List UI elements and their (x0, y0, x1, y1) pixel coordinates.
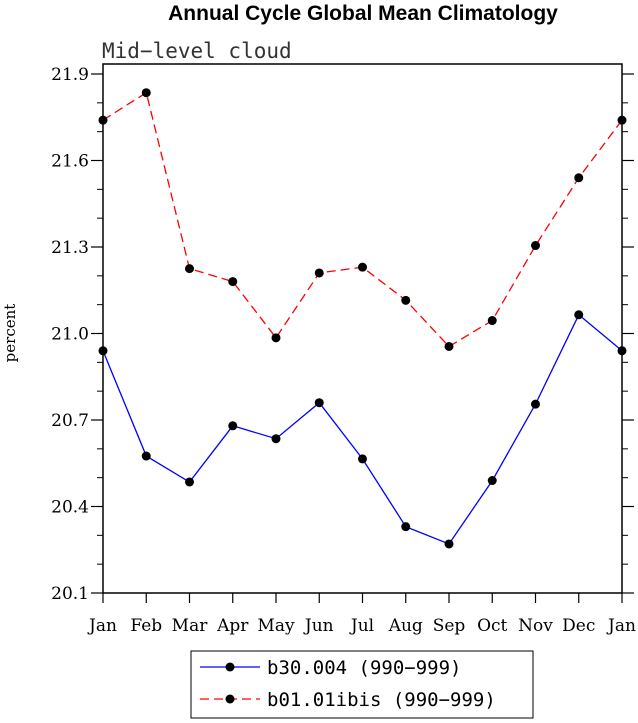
x-tick-label: Mar (172, 616, 209, 636)
y-tick-label: 20.1 (51, 584, 89, 604)
series-1-point (358, 262, 367, 272)
y-axis: 20.1 20.4 20.7 21.0 21.3 21.6 21.9 (51, 65, 634, 604)
series-0-point (314, 398, 324, 408)
series-0-point (531, 399, 540, 409)
y-tick-label: 21.9 (51, 65, 89, 85)
x-tick-label: Sep (433, 616, 466, 636)
x-tick-label: Aug (388, 616, 423, 636)
series-1-point (314, 268, 324, 278)
series-0-point (271, 434, 281, 444)
x-tick-label: Jan (606, 616, 636, 636)
series-1-point (271, 333, 281, 343)
series-1-point (98, 115, 108, 125)
series-0-point (358, 454, 367, 464)
series-1-point (531, 241, 540, 251)
plot-frame (102, 63, 623, 594)
legend-marker-b30-004 (225, 662, 235, 672)
x-tick-label: Oct (477, 616, 507, 636)
series-1-point (141, 88, 151, 98)
series-0-point (141, 451, 151, 461)
x-tick-label: Jan (87, 616, 117, 636)
x-tick-label: Feb (130, 616, 162, 636)
x-tick-label: Dec (562, 616, 595, 636)
x-tick-label: Apr (216, 616, 249, 636)
series-1-point (487, 316, 497, 326)
series-1-point (228, 277, 238, 287)
legend-box (190, 650, 534, 719)
chart-title: Annual Cycle Global Mean Climatology (168, 2, 558, 25)
y-tick-label: 20.7 (51, 411, 89, 431)
series-0-point (574, 310, 584, 320)
series-1-point (574, 173, 584, 183)
series-line-0 (102, 313, 623, 545)
y-tick-label: 20.4 (51, 498, 89, 518)
series-layer (98, 88, 627, 549)
chart-subtitle: Mid−level cloud (102, 39, 292, 63)
x-tick-label: Jun (303, 616, 334, 636)
x-tick-label: May (257, 616, 295, 636)
legend-marker-b01-01ibis (225, 694, 235, 704)
series-0-point (617, 346, 627, 356)
y-axis-label: percent (1, 304, 19, 363)
series-0-point (228, 421, 238, 431)
y-tick-label: 21.3 (51, 238, 89, 258)
plot-border (102, 63, 623, 594)
y-tick-label: 21.0 (51, 325, 89, 345)
series-0-point (444, 539, 454, 549)
legend-label-b01-01ibis: b01.01ibis (990−999) (267, 689, 496, 711)
series-0-point (185, 477, 194, 487)
series-1-point (444, 341, 454, 351)
series-1-point (401, 295, 411, 305)
series-1-point (185, 264, 194, 274)
series-1-point (617, 115, 627, 125)
series-0-point (98, 346, 108, 356)
legend-label-b30-004: b30.004 (990−999) (267, 657, 461, 679)
series-0-point (401, 522, 411, 532)
series-line-1 (102, 91, 623, 348)
series-0-point (487, 476, 497, 486)
x-tick-label: Jul (349, 616, 374, 636)
legend: b30.004 (990−999) b01.01ibis (990−999) (190, 650, 534, 719)
y-tick-label: 21.6 (51, 152, 89, 172)
x-axis: Jan Feb Mar Apr May Jun Jul Aug Sep Oct Nov Dec Jan (87, 593, 636, 636)
x-tick-label: Nov (518, 616, 553, 636)
